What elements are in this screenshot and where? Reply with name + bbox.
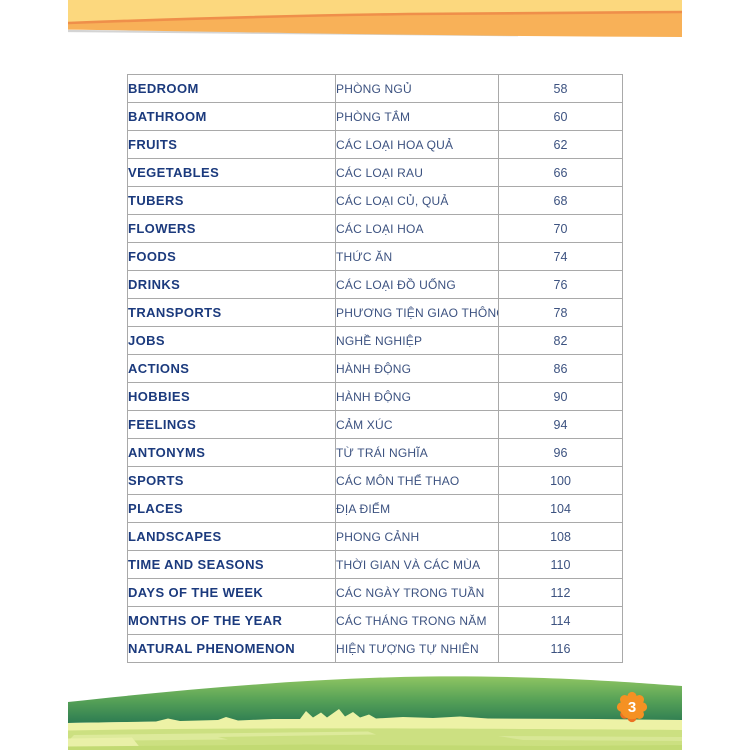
- vietnamese-term-cell: CÁC LOẠI ĐỒ UỐNG: [335, 270, 499, 299]
- table-row: BATHROOM PHÒNG TẮM 60: [127, 102, 623, 131]
- vietnamese-term-cell: THỜI GIAN VÀ CÁC MÙA: [335, 550, 499, 579]
- english-term-cell: BEDROOM: [127, 74, 336, 103]
- table-row: ANTONYMS TỪ TRÁI NGHĨA 96: [127, 438, 623, 467]
- english-term-cell: SPORTS: [127, 466, 336, 495]
- table-row: MONTHS OF THE YEAR CÁC THÁNG TRONG NĂM 1…: [127, 606, 623, 635]
- flower-icon: [616, 691, 648, 723]
- english-term-cell: BATHROOM: [127, 102, 336, 131]
- english-term-cell: DRINKS: [127, 270, 336, 299]
- page-number-cell: 68: [498, 186, 623, 215]
- page-number-badge: 3: [616, 691, 648, 723]
- vietnamese-term-cell: ĐỊA ĐIỂM: [335, 494, 499, 523]
- table-row: ACTIONS HÀNH ĐỘNG 86: [127, 354, 623, 383]
- table-row: DRINKS CÁC LOẠI ĐỒ UỐNG 76: [127, 270, 623, 299]
- table-row: DAYS OF THE WEEK CÁC NGÀY TRONG TUẦN 112: [127, 578, 623, 607]
- page-number-cell: 110: [498, 550, 623, 579]
- english-term-cell: HOBBIES: [127, 382, 336, 411]
- table-row: PLACES ĐỊA ĐIỂM 104: [127, 494, 623, 523]
- table-row: FRUITS CÁC LOẠI HOA QUẢ 62: [127, 130, 623, 159]
- page-number-cell: 104: [498, 494, 623, 523]
- vietnamese-term-cell: CÁC LOẠI CỦ, QUẢ: [335, 186, 499, 215]
- grass-streak-right: [498, 736, 682, 741]
- table-row: NATURAL PHENOMENON HIỆN TƯỢNG TỰ NHIÊN 1…: [127, 634, 623, 663]
- contents-table: BEDROOM PHÒNG NGỦ 58 BATHROOM PHÒNG TẮM …: [127, 74, 623, 663]
- page-number-cell: 86: [498, 354, 623, 383]
- english-term-cell: NATURAL PHENOMENON: [127, 634, 336, 663]
- english-term-cell: TIME AND SEASONS: [127, 550, 336, 579]
- page-number-cell: 114: [498, 606, 623, 635]
- vietnamese-term-cell: PHÒNG NGỦ: [335, 74, 499, 103]
- table-row: FOODS THỨC ĂN 74: [127, 242, 623, 271]
- page-number-cell: 90: [498, 382, 623, 411]
- english-term-cell: JOBS: [127, 326, 336, 355]
- vietnamese-term-cell: PHƯƠNG TIỆN GIAO THÔNG: [335, 298, 499, 327]
- vietnamese-term-cell: CẢM XÚC: [335, 410, 499, 439]
- contents-table-body: BEDROOM PHÒNG NGỦ 58 BATHROOM PHÒNG TẮM …: [127, 74, 623, 663]
- page-number-cell: 62: [498, 130, 623, 159]
- english-term-cell: ACTIONS: [127, 354, 336, 383]
- page-number-cell: 112: [498, 578, 623, 607]
- vietnamese-term-cell: CÁC MÔN THỂ THAO: [335, 466, 499, 495]
- vietnamese-term-cell: HÀNH ĐỘNG: [335, 354, 499, 383]
- table-row: VEGETABLES CÁC LOẠI RAU 66: [127, 158, 623, 187]
- english-term-cell: FOODS: [127, 242, 336, 271]
- vietnamese-term-cell: CÁC NGÀY TRONG TUẦN: [335, 578, 499, 607]
- english-term-cell: FEELINGS: [127, 410, 336, 439]
- english-term-cell: TUBERS: [127, 186, 336, 215]
- page-number-cell: 60: [498, 102, 623, 131]
- page-number-cell: 116: [498, 634, 623, 663]
- vietnamese-term-cell: PHONG CẢNH: [335, 522, 499, 551]
- page-number-cell: 78: [498, 298, 623, 327]
- english-term-cell: VEGETABLES: [127, 158, 336, 187]
- table-row: SPORTS CÁC MÔN THỂ THAO 100: [127, 466, 623, 495]
- english-term-cell: ANTONYMS: [127, 438, 336, 467]
- vietnamese-term-cell: TỪ TRÁI NGHĨA: [335, 438, 499, 467]
- vietnamese-term-cell: CÁC LOẠI HOA: [335, 214, 499, 243]
- table-row: TRANSPORTS PHƯƠNG TIỆN GIAO THÔNG 78: [127, 298, 623, 327]
- english-term-cell: DAYS OF THE WEEK: [127, 578, 336, 607]
- page-number: 3: [628, 699, 636, 716]
- grass-streak-left: [68, 731, 376, 741]
- english-term-cell: PLACES: [127, 494, 336, 523]
- vietnamese-term-cell: CÁC LOẠI HOA QUẢ: [335, 130, 499, 159]
- table-row: TUBERS CÁC LOẠI CỦ, QUẢ 68: [127, 186, 623, 215]
- vietnamese-term-cell: NGHỀ NGHIỆP: [335, 326, 499, 355]
- page-number-cell: 70: [498, 214, 623, 243]
- table-row: BEDROOM PHÒNG NGỦ 58: [127, 74, 623, 103]
- page-number-cell: 108: [498, 522, 623, 551]
- english-term-cell: FRUITS: [127, 130, 336, 159]
- table-row: FLOWERS CÁC LOẠI HOA 70: [127, 214, 623, 243]
- table-row: JOBS NGHỀ NGHIỆP 82: [127, 326, 623, 355]
- grass-strip-bottom: [68, 744, 682, 750]
- vietnamese-term-cell: CÁC LOẠI RAU: [335, 158, 499, 187]
- english-term-cell: FLOWERS: [127, 214, 336, 243]
- footer-landscape-decoration: 3: [68, 676, 682, 750]
- page-number-cell: 66: [498, 158, 623, 187]
- table-row: LANDSCAPES PHONG CẢNH 108: [127, 522, 623, 551]
- page-number-cell: 58: [498, 74, 623, 103]
- page-number-cell: 100: [498, 466, 623, 495]
- table-row: HOBBIES HÀNH ĐỘNG 90: [127, 382, 623, 411]
- vietnamese-term-cell: HÀNH ĐỘNG: [335, 382, 499, 411]
- english-term-cell: LANDSCAPES: [127, 522, 336, 551]
- vietnamese-term-cell: HIỆN TƯỢNG TỰ NHIÊN: [335, 634, 499, 663]
- vietnamese-term-cell: THỨC ĂN: [335, 242, 499, 271]
- page-number-cell: 74: [498, 242, 623, 271]
- english-term-cell: MONTHS OF THE YEAR: [127, 606, 336, 635]
- vietnamese-term-cell: CÁC THÁNG TRONG NĂM: [335, 606, 499, 635]
- page-number-cell: 76: [498, 270, 623, 299]
- page-number-cell: 94: [498, 410, 623, 439]
- header-wave-decoration: [68, 0, 682, 37]
- hill-shape: [68, 676, 682, 723]
- page-number-cell: 82: [498, 326, 623, 355]
- vietnamese-term-cell: PHÒNG TẮM: [335, 102, 499, 131]
- english-term-cell: TRANSPORTS: [127, 298, 336, 327]
- table-row: FEELINGS CẢM XÚC 94: [127, 410, 623, 439]
- table-row: TIME AND SEASONS THỜI GIAN VÀ CÁC MÙA 11…: [127, 550, 623, 579]
- page-number-cell: 96: [498, 438, 623, 467]
- orange-divider-line: [68, 10, 682, 25]
